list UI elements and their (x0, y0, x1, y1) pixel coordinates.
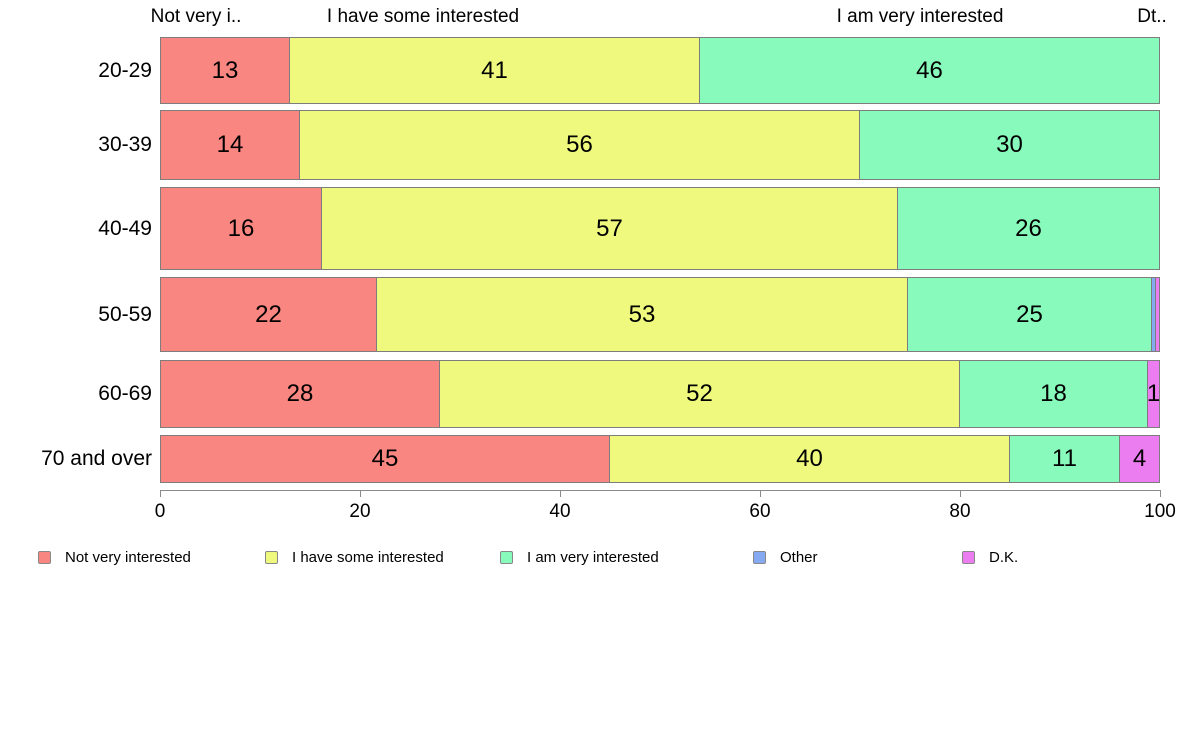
segment-value: 45 (371, 445, 399, 472)
legend-label: D.K. (989, 549, 1019, 566)
bar-row: 28 52 18 1 (160, 360, 1160, 428)
category-label: 60-69 (98, 382, 152, 405)
bar-segment: 4 (1119, 435, 1160, 483)
legend-swatch (38, 551, 51, 564)
segment-value: 16 (227, 214, 255, 242)
bar-row: 14 56 30 (160, 110, 1160, 180)
bar-segment: 46 (699, 37, 1160, 104)
segment-value: 13 (211, 56, 239, 84)
segment-value: 25 (1016, 300, 1043, 328)
column-header: I have some interested (326, 6, 520, 27)
segment-value: 30 (996, 131, 1023, 158)
bar-segment: 16 (160, 187, 322, 270)
axis-tick-label: 100 (1144, 501, 1176, 522)
bar-segment: 25 (907, 277, 1152, 352)
axis-tick (760, 490, 761, 497)
bar-segment: 57 (321, 187, 898, 270)
axis-tick (1160, 490, 1161, 497)
bar-row: 13 41 46 (160, 37, 1160, 104)
axis-tick-label: 80 (949, 501, 971, 522)
axis-tick-label: 60 (749, 501, 771, 522)
segment-value: 18 (1040, 380, 1067, 407)
bar-segment: 56 (299, 110, 860, 180)
legend-swatch (500, 551, 513, 564)
bar-segment: 14 (160, 110, 300, 180)
segment-value: 40 (796, 445, 823, 472)
segment-value: 52 (686, 380, 713, 407)
bar-segment: 52 (439, 360, 960, 428)
bar-segment: 53 (376, 277, 908, 352)
column-header: Not very i.. (150, 6, 242, 27)
bar-row: 16 57 26 (160, 187, 1160, 270)
category-label: 40-49 (98, 216, 152, 240)
segment-value: 4 (1132, 445, 1147, 472)
segment-value: 41 (481, 56, 508, 84)
segment-value: 53 (628, 300, 656, 328)
segment-value: 11 (1052, 445, 1077, 472)
category-label: 30-39 (98, 133, 152, 156)
segment-value: 46 (916, 56, 943, 84)
bar-segment: 18 (959, 360, 1148, 428)
legend-swatch (753, 551, 766, 564)
axis-tick (360, 490, 361, 497)
axis-tick (560, 490, 561, 497)
x-axis (160, 490, 1161, 491)
segment-value: 14 (216, 131, 244, 158)
bar-segment: 30 (859, 110, 1160, 180)
bar-segment: 11 (1009, 435, 1120, 483)
segment-value: 1 (1146, 380, 1161, 407)
axis-tick-label: 40 (549, 501, 571, 522)
bar-row: 45 40 11 4 (160, 435, 1160, 483)
bar-row: 22 53 25 (160, 277, 1160, 352)
axis-tick-label: 20 (349, 501, 371, 522)
column-header: I am very interested (836, 6, 1004, 27)
segment-value: 22 (255, 300, 282, 328)
legend-label: I am very interested (527, 549, 659, 566)
bar-segment (1155, 277, 1160, 352)
axis-tick (960, 490, 961, 497)
bar-segment: 28 (160, 360, 440, 428)
category-label: 70 and over (41, 447, 152, 470)
bar-segment: 26 (897, 187, 1160, 270)
bar-segment: 41 (289, 37, 700, 104)
legend-label: I have some interested (292, 549, 444, 566)
column-header: Dt.. (1137, 6, 1167, 27)
category-label: 20-29 (98, 58, 152, 82)
category-label: 50-59 (98, 302, 152, 326)
bar-segment: 1 (1147, 360, 1160, 428)
legend-label: Not very interested (65, 549, 191, 566)
segment-value: 57 (596, 214, 623, 242)
legend-swatch (962, 551, 975, 564)
legend-label: Other (780, 549, 818, 566)
segment-value: 56 (566, 131, 593, 158)
segment-value: 26 (1015, 214, 1042, 242)
axis-tick (160, 490, 161, 497)
legend-swatch (265, 551, 278, 564)
bar-segment: 13 (160, 37, 290, 104)
bar-segment: 45 (160, 435, 610, 483)
axis-tick-label: 0 (154, 501, 166, 522)
segment-value: 28 (286, 380, 314, 407)
bar-segment: 22 (160, 277, 377, 352)
bar-segment: 40 (609, 435, 1010, 483)
